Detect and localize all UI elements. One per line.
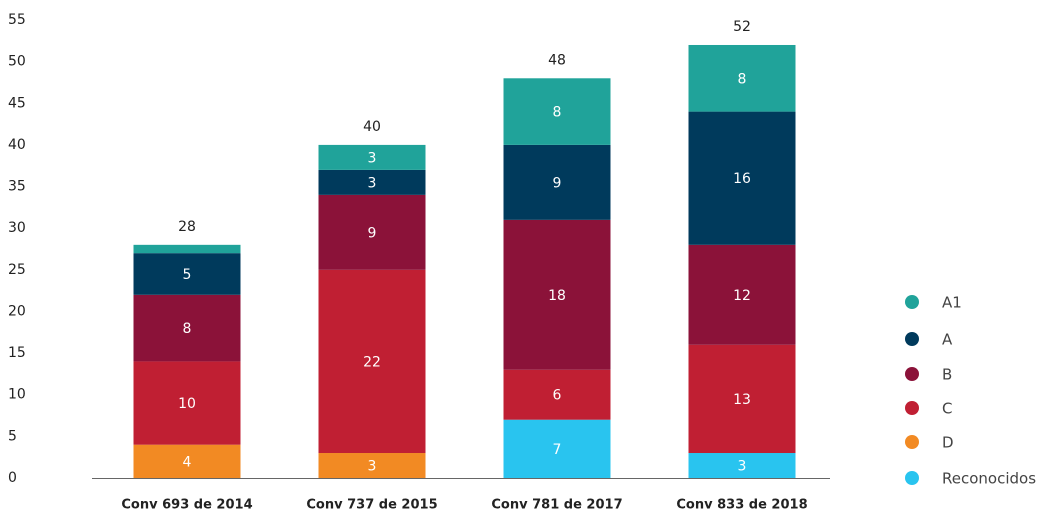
x-tick-label: Conv 781 de 2017: [491, 498, 622, 513]
legend-marker: [905, 367, 919, 381]
bar-segment: [318, 144, 426, 170]
legend-label: D: [942, 434, 954, 452]
bar-segment: [318, 169, 426, 195]
bar-segment: [133, 444, 241, 478]
value-label: 5: [183, 267, 192, 283]
y-tick-label: 5: [8, 428, 17, 444]
bar-segment: [318, 453, 426, 478]
bar-segment: [688, 111, 796, 245]
bar-segment: [688, 344, 796, 454]
x-tick-label: Conv 833 de 2018: [676, 498, 807, 513]
legend-label: Reconocidos: [942, 470, 1036, 488]
legend-marker: [905, 471, 919, 485]
value-label: 9: [368, 225, 377, 241]
y-tick-label: 10: [8, 387, 26, 403]
value-label: 6: [553, 388, 562, 404]
value-label: 12: [733, 288, 751, 304]
value-label: 16: [733, 171, 751, 187]
legend-label: A: [942, 331, 953, 349]
bar-segment: [133, 253, 241, 295]
total-label: 52: [733, 19, 751, 35]
value-label: 8: [183, 321, 192, 337]
value-label: 3: [368, 459, 377, 475]
value-label: 9: [553, 175, 562, 191]
y-tick-label: 20: [8, 303, 26, 319]
value-label: 4: [183, 454, 192, 470]
y-tick-label: 55: [8, 12, 26, 28]
value-label: 13: [733, 392, 751, 408]
x-tick-label: Conv 693 de 2014: [121, 498, 252, 513]
y-tick-label: 25: [8, 262, 26, 278]
legend-marker: [905, 295, 919, 309]
bar-segment: [503, 219, 611, 370]
value-label: 3: [368, 175, 377, 191]
value-label: 8: [553, 105, 562, 121]
legend-label: C: [942, 400, 952, 418]
y-tick-label: 40: [8, 137, 26, 153]
total-label: 40: [363, 119, 381, 135]
value-label: 3: [738, 459, 747, 475]
legend-label: B: [942, 366, 952, 384]
x-tick-label: Conv 737 de 2015: [306, 498, 437, 513]
bar-segment: [133, 244, 241, 254]
value-label: 8: [738, 71, 747, 87]
y-tick-label: 35: [8, 179, 26, 195]
y-tick-label: 15: [8, 345, 26, 361]
bar-segment: [318, 194, 426, 270]
bar-segment: [688, 244, 796, 345]
legend-marker: [905, 401, 919, 415]
legend-marker: [905, 435, 919, 449]
bar-segment: [503, 144, 611, 220]
bar-segment: [318, 269, 426, 454]
bar-segment: [503, 78, 611, 145]
total-label: 48: [548, 52, 566, 68]
value-label: 10: [178, 396, 196, 412]
y-tick-label: 0: [8, 470, 17, 486]
y-tick-label: 30: [8, 220, 26, 236]
bar-segment: [688, 453, 796, 478]
bar-segment: [133, 361, 241, 445]
value-label: 18: [548, 288, 566, 304]
y-tick-label: 50: [8, 54, 26, 70]
bar-segment: [688, 44, 796, 112]
value-label: 7: [553, 442, 562, 458]
bar-segment: [503, 419, 611, 478]
legend-marker: [905, 332, 919, 346]
total-label: 28: [178, 219, 196, 235]
bar-segment: [503, 369, 611, 420]
legend-label: A1: [942, 294, 962, 312]
value-label: 3: [368, 150, 377, 166]
bar-segment: [133, 294, 241, 362]
y-tick-label: 45: [8, 95, 26, 111]
value-label: 22: [363, 354, 381, 370]
